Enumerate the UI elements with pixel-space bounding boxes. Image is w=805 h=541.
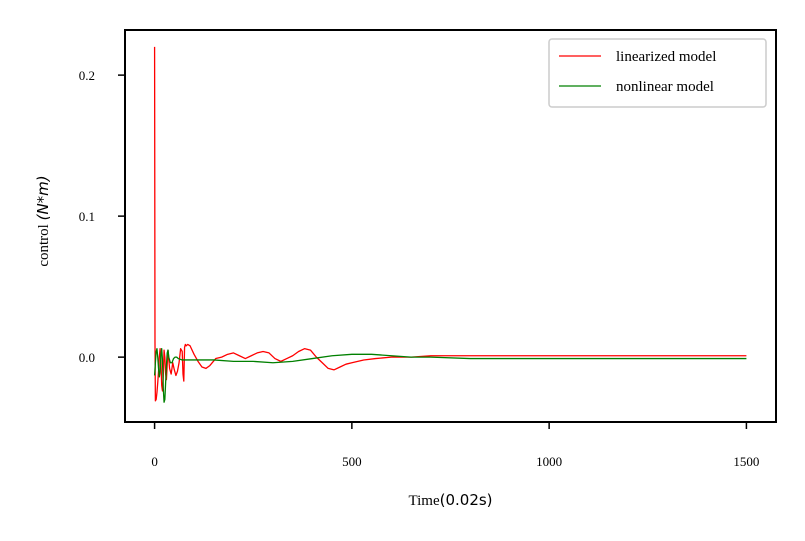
- x-axis-label-unit: (0.02s): [440, 491, 493, 509]
- x-tick-label: 500: [342, 454, 362, 469]
- series-line-2: [153, 348, 747, 403]
- y-tick-label: 0.0: [79, 350, 95, 365]
- y-axis-label-text: control: [36, 220, 52, 266]
- x-tick-label: 1000: [536, 454, 562, 469]
- x-tick-label: 0: [151, 454, 158, 469]
- series-layer: [153, 46, 747, 403]
- legend-label-1: linearized model: [616, 49, 716, 65]
- y-tick-label: 0.2: [79, 68, 95, 83]
- series-line-1: [153, 46, 747, 402]
- legend-label-2: nonlinear model: [616, 79, 714, 95]
- y-tick-label: 0.1: [79, 209, 95, 224]
- x-tick-label: 1500: [733, 454, 759, 469]
- x-axis-label-text: Time: [408, 493, 439, 509]
- legend: linearized model nonlinear model: [548, 38, 767, 108]
- y-axis: 0.0 0.1 0.2: [79, 68, 125, 365]
- x-axis: 0 500 1000 1500: [151, 422, 759, 469]
- axes-frame: [124, 29, 777, 423]
- y-axis-label-unit: (N*m): [34, 175, 52, 220]
- x-axis-label: Time(0.02s): [408, 491, 492, 509]
- legend-box: [548, 38, 767, 108]
- y-axis-label: control (N*m): [34, 175, 52, 266]
